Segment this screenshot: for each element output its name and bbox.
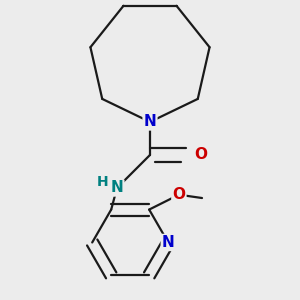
Text: O: O (195, 148, 208, 163)
Text: N: N (111, 181, 123, 196)
Text: H: H (96, 175, 108, 189)
Text: O: O (172, 187, 185, 202)
Text: N: N (144, 114, 156, 129)
Text: N: N (162, 235, 175, 250)
